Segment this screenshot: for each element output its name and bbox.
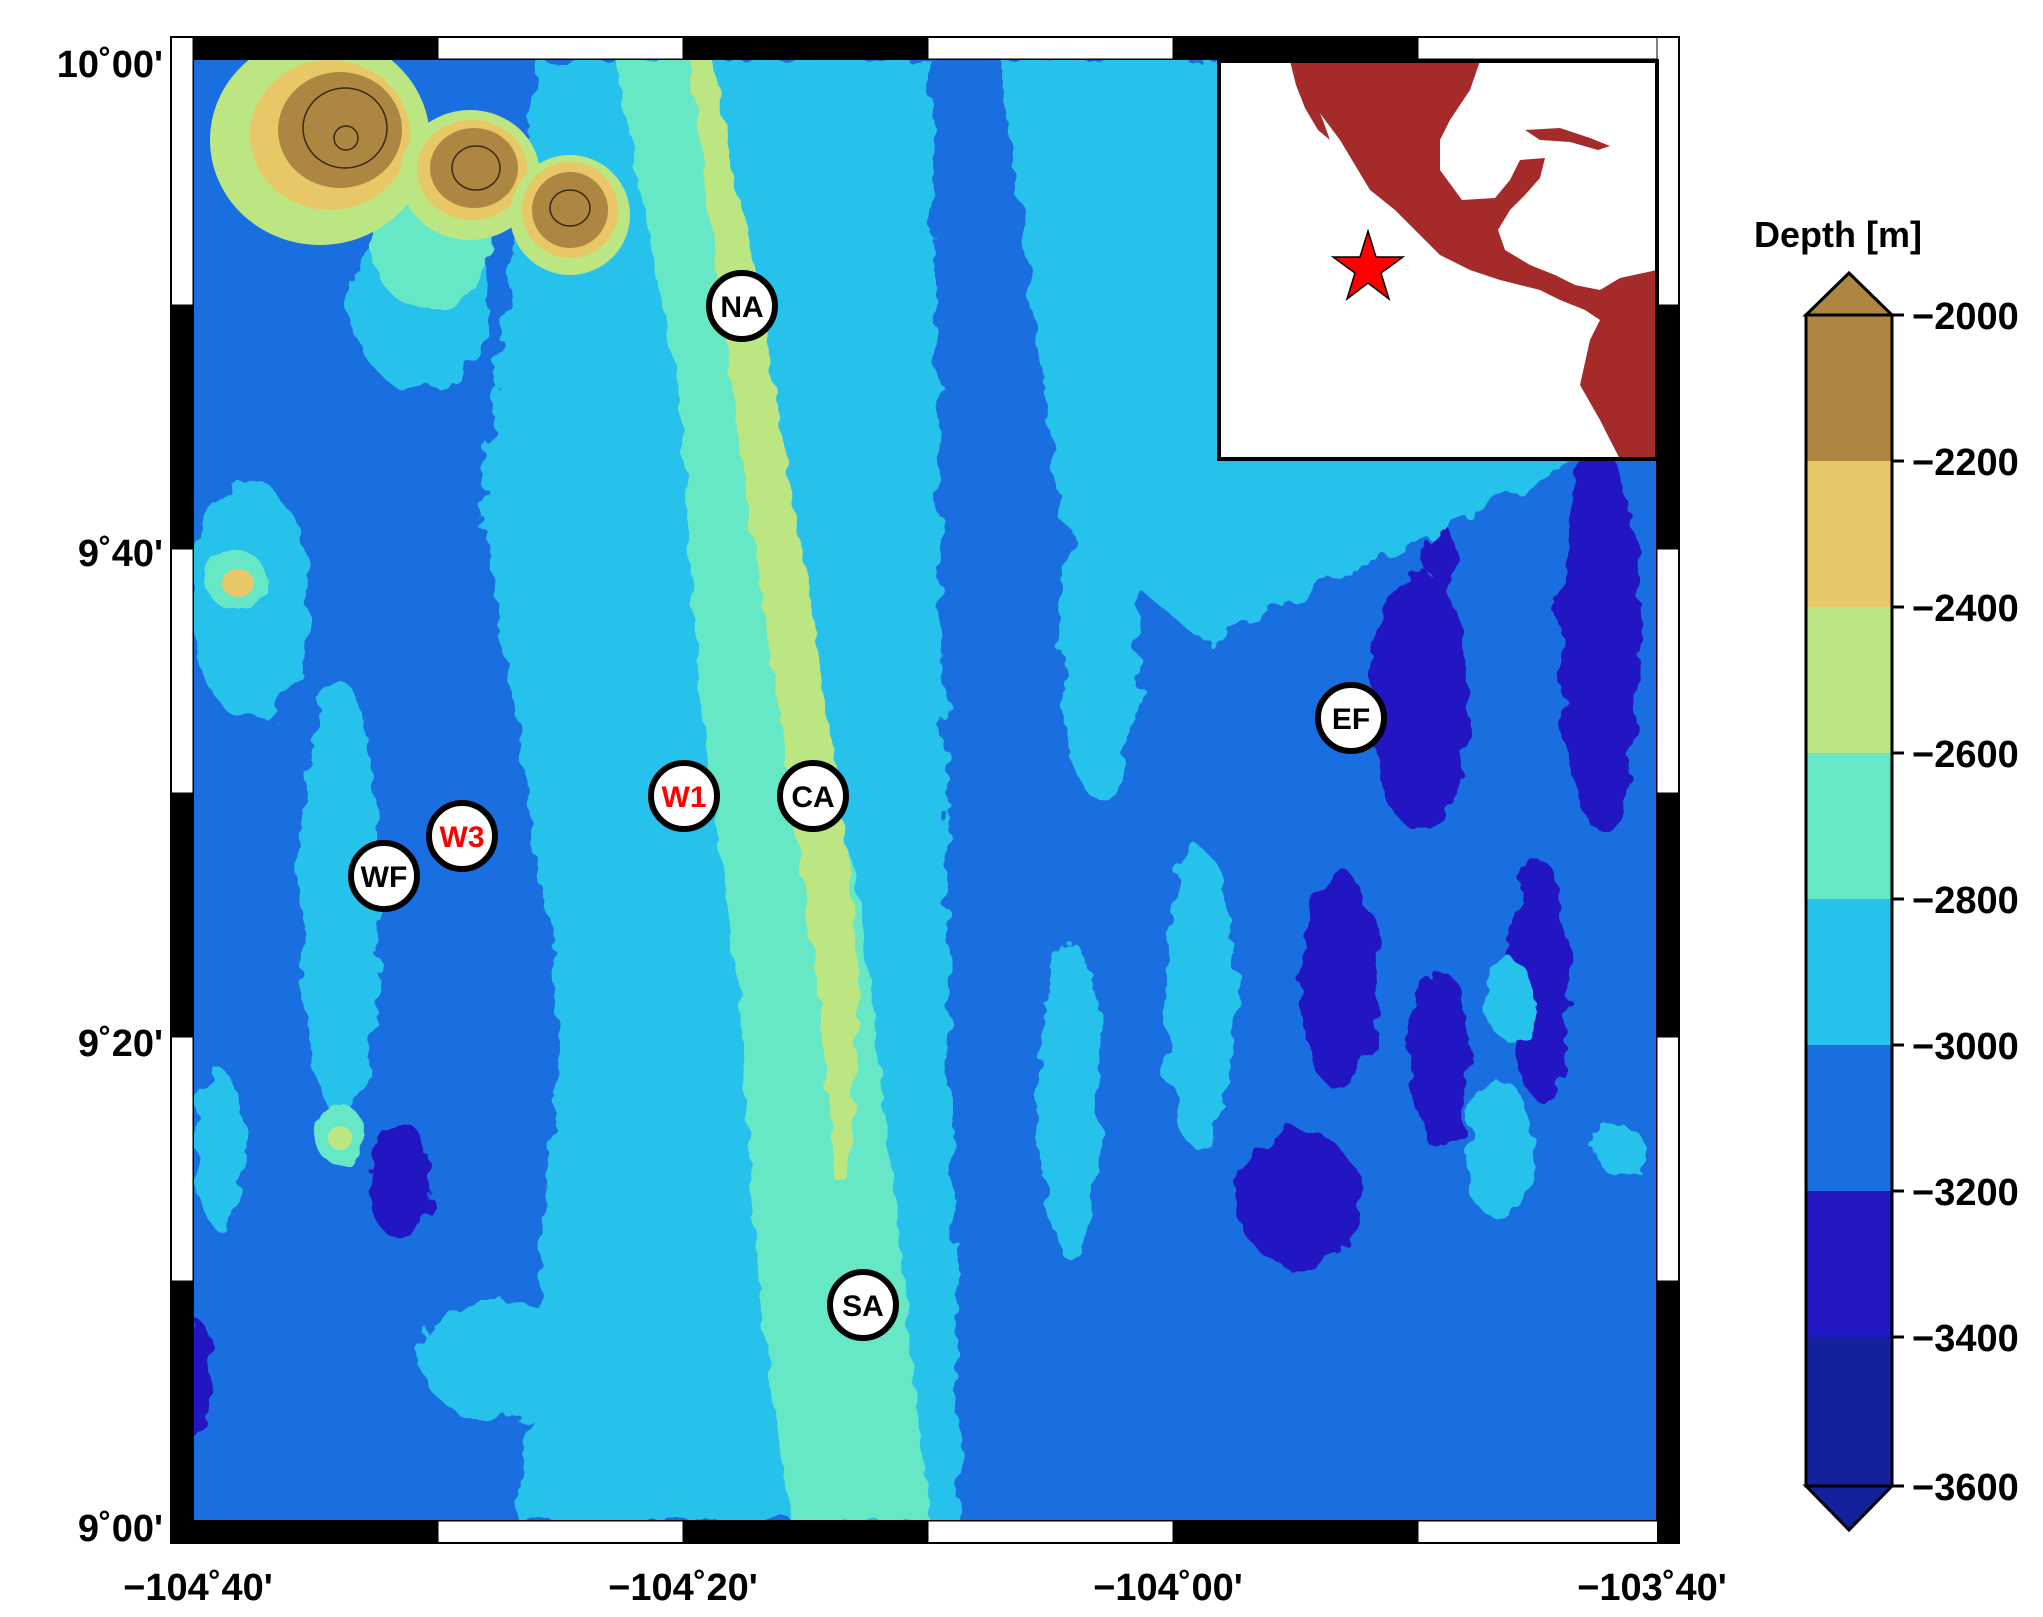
site-marker-ca: CA (777, 760, 849, 832)
south-america-land (1595, 270, 1657, 459)
inset-locator-map (1217, 59, 1659, 461)
depth-tick-3400: −3400 (1912, 1318, 2019, 1360)
mexico-central-america-land (1290, 61, 1657, 459)
depth-tick-2800: −2800 (1912, 880, 2019, 922)
seamount-chain (210, 59, 630, 1150)
depth-tick-3000: −3000 (1912, 1026, 2019, 1068)
latitude-labels: 10˚00' 9˚40' 9˚20' 9˚00' (57, 44, 163, 1550)
svg-text:W1: W1 (662, 781, 707, 814)
depth-tick-2200: −2200 (1912, 442, 2019, 484)
site-marker-na: NA (706, 270, 778, 342)
svg-text:CA: CA (791, 781, 834, 814)
lat-label-10-00: 10˚00' (57, 44, 163, 86)
svg-text:SA: SA (842, 1290, 884, 1323)
depth-tick-2600: −2600 (1912, 734, 2019, 776)
site-marker-sa: SA (827, 1269, 899, 1341)
site-markers: NA W1 CA EF W3 WF SA (348, 270, 1387, 1341)
lon-label-104-40: −104˚40' (123, 1567, 273, 1609)
map-frame (170, 36, 1680, 1544)
svg-text:W3: W3 (440, 821, 485, 854)
svg-text:NA: NA (720, 291, 763, 324)
location-star-icon (1330, 228, 1406, 302)
site-marker-wf: WF (348, 840, 420, 912)
site-marker-w1: W1 (648, 760, 720, 832)
site-marker-w3: W3 (426, 800, 498, 872)
lat-label-9-00: 9˚00' (78, 1508, 163, 1550)
depth-tick-2000: −2000 (1912, 296, 2019, 338)
lon-label-104-20: −104˚20' (608, 1567, 758, 1609)
colorbar-bottom-triangle (1802, 1484, 1896, 1533)
lon-label-104-00: −104˚00' (1093, 1567, 1243, 1609)
depth-colorbar: Depth [m] −2000 −2200 −2400 −2600 −2800 … (1754, 214, 2019, 1533)
site-marker-ef: EF (1315, 682, 1387, 754)
longitude-labels: −104˚40' −104˚20' −104˚00' −103˚40' (123, 1567, 1727, 1609)
lon-label-103-40: −103˚40' (1577, 1567, 1727, 1609)
depth-tick-3200: −3200 (1912, 1172, 2019, 1214)
lat-label-9-20: 9˚20' (78, 1023, 163, 1065)
svg-text:EF: EF (1332, 703, 1370, 736)
depth-tick-3600: −3600 (1912, 1467, 2019, 1509)
depth-tick-2400: −2400 (1912, 588, 2019, 630)
lat-label-9-40: 9˚40' (78, 533, 163, 575)
deep-patches (193, 450, 1640, 1440)
cuba-island (1525, 128, 1610, 150)
colorbar-top-triangle (1802, 270, 1896, 317)
colorbar-title: Depth [m] (1754, 214, 1922, 255)
baja-peninsula-land (1290, 61, 1330, 140)
svg-text:WF: WF (361, 861, 408, 894)
